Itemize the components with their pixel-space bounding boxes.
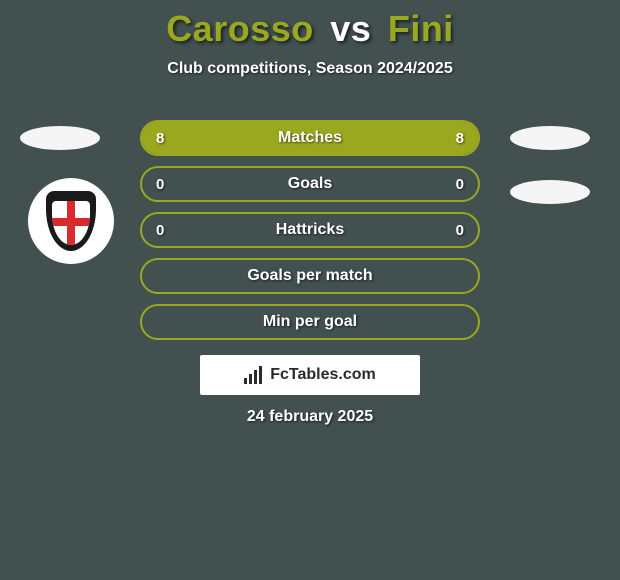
avatar-right-placeholder-2 bbox=[510, 180, 590, 204]
stat-label: Min per goal bbox=[263, 313, 357, 331]
player1-name: Carosso bbox=[166, 8, 314, 49]
stat-label: Goals per match bbox=[247, 267, 372, 285]
stat-right-value: 8 bbox=[456, 130, 464, 147]
avatar-left-placeholder bbox=[20, 126, 100, 150]
stat-label: Goals bbox=[288, 175, 332, 193]
page-title: Carosso vs Fini bbox=[0, 0, 620, 50]
avatar-right-placeholder-1 bbox=[510, 126, 590, 150]
stat-left-value: 0 bbox=[156, 176, 164, 193]
logo-bars-icon bbox=[244, 366, 262, 384]
shield-icon bbox=[46, 191, 96, 251]
stat-row: 8 Matches 8 bbox=[140, 120, 480, 156]
stat-row: 0 Hattricks 0 bbox=[140, 212, 480, 248]
fctables-logo: FcTables.com bbox=[200, 355, 420, 395]
stat-left-value: 8 bbox=[156, 130, 164, 147]
stat-row: Min per goal bbox=[140, 304, 480, 340]
stat-left-value: 0 bbox=[156, 222, 164, 239]
club-badge bbox=[28, 178, 114, 264]
vs-text: vs bbox=[330, 8, 371, 49]
logo-text: FcTables.com bbox=[270, 366, 376, 384]
stat-row: Goals per match bbox=[140, 258, 480, 294]
date-text: 24 february 2025 bbox=[0, 408, 620, 426]
stat-label: Matches bbox=[278, 129, 342, 147]
stat-right-value: 0 bbox=[456, 176, 464, 193]
subtitle: Club competitions, Season 2024/2025 bbox=[0, 60, 620, 78]
stat-row: 0 Goals 0 bbox=[140, 166, 480, 202]
stats-container: 8 Matches 8 0 Goals 0 0 Hattricks 0 Goals per mat… bbox=[140, 120, 480, 350]
player2-name: Fini bbox=[388, 8, 454, 49]
stat-right-value: 0 bbox=[456, 222, 464, 239]
stat-label: Hattricks bbox=[276, 221, 344, 239]
